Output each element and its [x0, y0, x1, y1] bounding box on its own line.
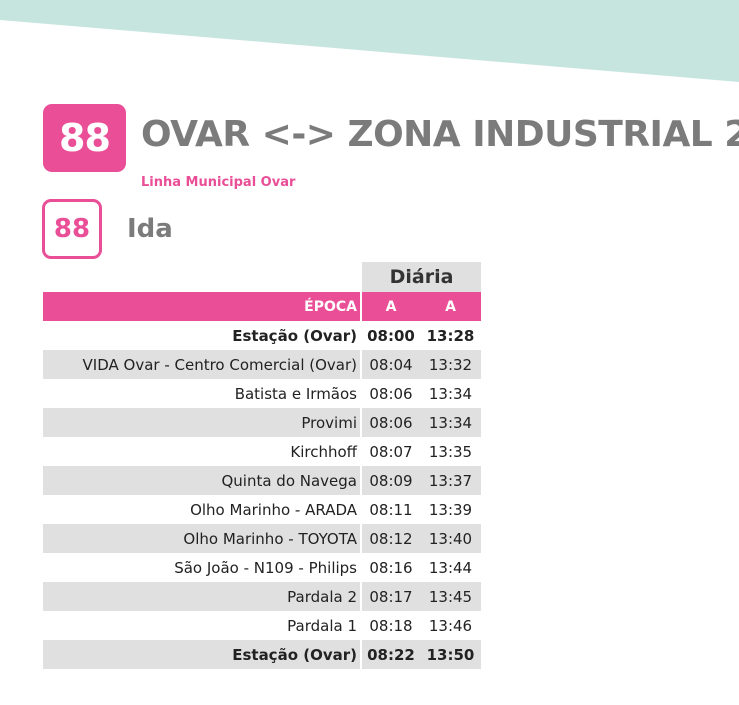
departure-time: 13:32 [420, 350, 481, 379]
direction-label: Ida [127, 214, 173, 244]
stop-name: Kirchhoff [290, 442, 357, 461]
departure-time: 08:06 [360, 379, 420, 408]
departure-time: 08:12 [360, 524, 420, 553]
departure-time: 08:00 [360, 321, 420, 350]
epoca-header-row: ÉPOCA A A [43, 292, 481, 321]
stop-name: Quinta do Navega [43, 466, 360, 495]
stop-name: Provimi [43, 408, 360, 437]
departure-time: 13:44 [428, 558, 473, 577]
table-row: Olho Marinho - ARADA 08:11 13:39 [43, 495, 481, 524]
table-row: São João - N109 - Philips 08:16 13:44 [43, 553, 481, 582]
header-banner [0, 0, 739, 82]
departure-time: 13:39 [428, 500, 473, 519]
table-row: VIDA Ovar - Centro Comercial (Ovar) 08:04… [43, 350, 481, 379]
route-number-badge: 88 [43, 104, 126, 172]
departure-time: 13:45 [420, 582, 481, 611]
column-header: A [360, 292, 420, 321]
stop-name: Batista e Irmãos [234, 384, 357, 403]
table-row: Batista e Irmãos 08:06 13:34 [43, 379, 481, 408]
stop-name: VIDA Ovar - Centro Comercial (Ovar) [43, 350, 360, 379]
stop-name: Olho Marinho - TOYOTA [43, 524, 360, 553]
departure-time: 13:35 [428, 442, 473, 461]
route-title: OVAR <-> ZONA INDUSTRIAL 2 [141, 114, 739, 155]
direction-number-badge: 88 [42, 199, 102, 259]
departure-time: 08:04 [360, 350, 420, 379]
table-row: Quinta do Navega 08:09 13:37 [43, 466, 481, 495]
stop-name: São João - N109 - Philips [174, 558, 357, 577]
stop-name: Olho Marinho - ARADA [190, 500, 357, 519]
departure-time: 08:18 [360, 611, 420, 640]
stop-name: Pardala 2 [43, 582, 360, 611]
departure-time: 08:17 [360, 582, 420, 611]
period-header-row: Diária [43, 262, 481, 292]
departure-time: 08:16 [360, 553, 420, 582]
departure-time: 13:40 [420, 524, 481, 553]
departure-time: 08:07 [360, 437, 420, 466]
departure-time: 08:11 [360, 495, 420, 524]
table-row: Pardala 1 08:18 13:46 [43, 611, 481, 640]
stop-name: Pardala 1 [287, 616, 357, 635]
departure-time: 13:28 [426, 326, 475, 345]
stop-name: Estação (Ovar) [232, 326, 357, 345]
departure-time: 13:34 [428, 384, 473, 403]
table-row: Kirchhoff 08:07 13:35 [43, 437, 481, 466]
epoca-label: ÉPOCA [43, 292, 360, 321]
departure-time: 13:46 [428, 616, 473, 635]
timetable: Diária ÉPOCA A A Estação (Ovar) 08:00 13:2… [43, 262, 481, 669]
table-row: Pardala 2 08:17 13:45 [43, 582, 481, 611]
table-row: Estação (Ovar) 08:00 13:28 [43, 321, 481, 350]
table-row: Olho Marinho - TOYOTA 08:12 13:40 [43, 524, 481, 553]
column-header: A [420, 292, 481, 321]
stop-name: Estação (Ovar) [43, 640, 360, 669]
departure-time: 08:06 [360, 408, 420, 437]
departure-time: 13:34 [420, 408, 481, 437]
period-header-spacer [43, 262, 360, 292]
table-row: Estação (Ovar) 08:22 13:50 [43, 640, 481, 669]
departure-time: 08:22 [360, 640, 420, 669]
table-row: Provimi 08:06 13:34 [43, 408, 481, 437]
period-header: Diária [360, 262, 481, 292]
departure-time: 08:09 [360, 466, 420, 495]
departure-time: 13:50 [420, 640, 481, 669]
departure-time: 13:37 [420, 466, 481, 495]
route-subtitle: Linha Municipal Ovar [141, 175, 296, 190]
